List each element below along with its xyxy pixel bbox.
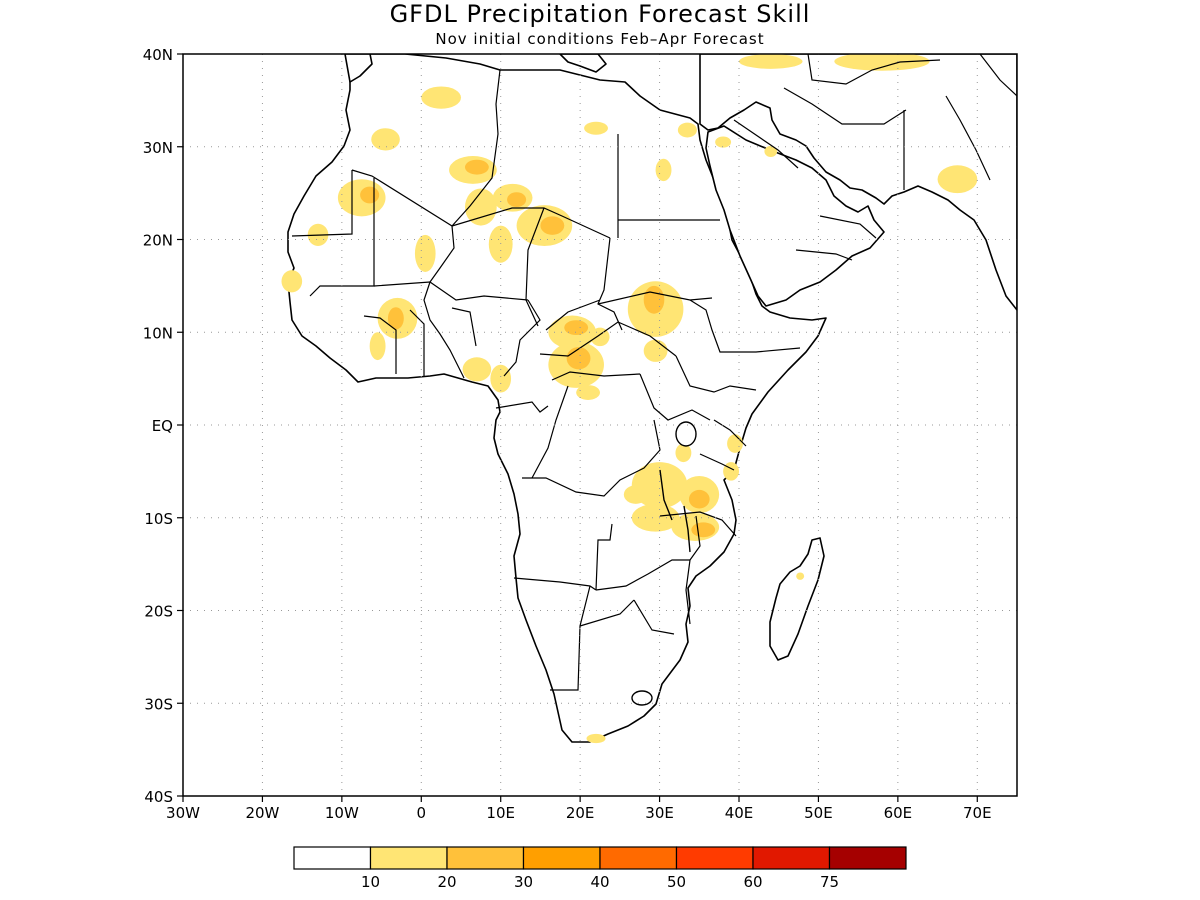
skill-region-25 [576,385,600,400]
arabia-coastline [699,54,1017,311]
lon-tick-label: 10W [325,804,359,822]
figure-subtitle: Nov initial conditions Feb–Apr Forecast [435,30,764,48]
lon-tick-label: 70E [963,804,992,822]
figure-title: GFDL Precipitation Forecast Skill [390,0,811,28]
skill-region-39 [688,489,710,509]
arabia-peninsula [705,125,885,307]
color-bar-legend: 10 20 30 40 50 60 75 [293,846,907,891]
skill-region-14 [281,270,303,293]
lesotho-outline [631,690,653,706]
skill-region-32 [715,136,732,148]
skill-region-16 [387,307,404,330]
skill-region-10 [540,216,565,235]
lat-tick-label: 20N [143,232,173,250]
skill-region-1 [360,186,380,204]
skill-region-27 [643,285,665,314]
skill-region-28 [643,339,668,362]
lon-tick-label: 50E [804,804,833,822]
skill-region-2 [371,128,400,151]
lat-tick-label: 40N [143,46,173,64]
country-borders [291,54,1017,691]
lat-tick-label: 10S [144,510,173,528]
lon-tick-label: 10E [486,804,515,822]
legend-swatch [293,846,372,870]
skill-region-19 [490,364,512,393]
plot-frame [182,53,1018,797]
skill-region-5 [464,159,489,175]
lon-tick-label: 0 [417,804,427,822]
lat-tick-label: 40S [144,788,173,806]
legend-swatch [522,846,601,870]
skill-region-40 [631,503,680,532]
skill-region-46 [723,462,739,481]
lat-tick-label: 30S [144,695,173,713]
axes: 30W 20W 10W 0 10E 20E 30E 40E 50E 60E 70E 40N 30N 20N… [143,46,992,822]
legend-swatch [828,846,907,870]
legend-label: 20 [437,873,456,891]
lat-tick-label: EQ [152,417,173,435]
skill-region-21 [564,320,589,336]
legend-label: 75 [820,873,839,891]
lat-tick-label: 10N [143,324,173,342]
graticule [183,54,1017,796]
skill-region-17 [369,332,386,361]
europe-coastline [344,54,373,83]
skill-region-42 [691,522,716,538]
legend-swatch [369,846,448,870]
skill-region-30 [584,121,608,135]
madagascar-coastline [769,537,825,661]
africa-coastline [287,54,827,743]
lon-tick-label: 20E [566,804,595,822]
legend-label: 30 [514,873,533,891]
lake-malawi [683,505,691,553]
skill-region-12 [414,234,436,272]
skill-region-33 [764,145,778,157]
lake-tanganyika [659,469,673,521]
skill-region-24 [590,327,610,347]
lake-victoria [675,421,697,447]
skill-region-6 [464,188,497,226]
europe-coastline-2 [559,54,607,73]
skill-region-23 [566,347,591,370]
skill-regions [281,54,978,744]
lat-tick-label: 20S [144,603,173,621]
legend-label: 40 [590,873,609,891]
legend-swatch [675,846,754,870]
lat-tick-label: 30N [143,139,173,157]
skill-region-43 [623,485,648,504]
skill-region-11 [488,225,513,263]
skill-region-35 [834,54,930,71]
lon-tick-label: 60E [884,804,913,822]
skill-region-31 [677,122,697,138]
legend-swatch [599,846,678,870]
skill-region-8 [507,192,527,208]
legend-swatch [446,846,525,870]
skill-region-44 [675,443,692,463]
skill-region-47 [586,733,606,744]
legend-label: 10 [361,873,380,891]
skill-region-48 [796,572,805,580]
lon-tick-label: 30W [166,804,200,822]
lon-tick-label: 40E [725,804,754,822]
lon-tick-label: 20W [245,804,279,822]
skill-region-3 [421,86,461,109]
legend-label: 50 [667,873,686,891]
legend-swatch [752,846,831,870]
skill-region-45 [727,434,743,453]
skill-region-29 [655,158,672,182]
skill-region-34 [937,165,978,194]
skill-region-36 [739,54,803,69]
legend-label: 60 [743,873,762,891]
lon-tick-label: 30E [645,804,674,822]
map-plot-area [183,54,1017,796]
skill-region-18 [462,357,492,382]
